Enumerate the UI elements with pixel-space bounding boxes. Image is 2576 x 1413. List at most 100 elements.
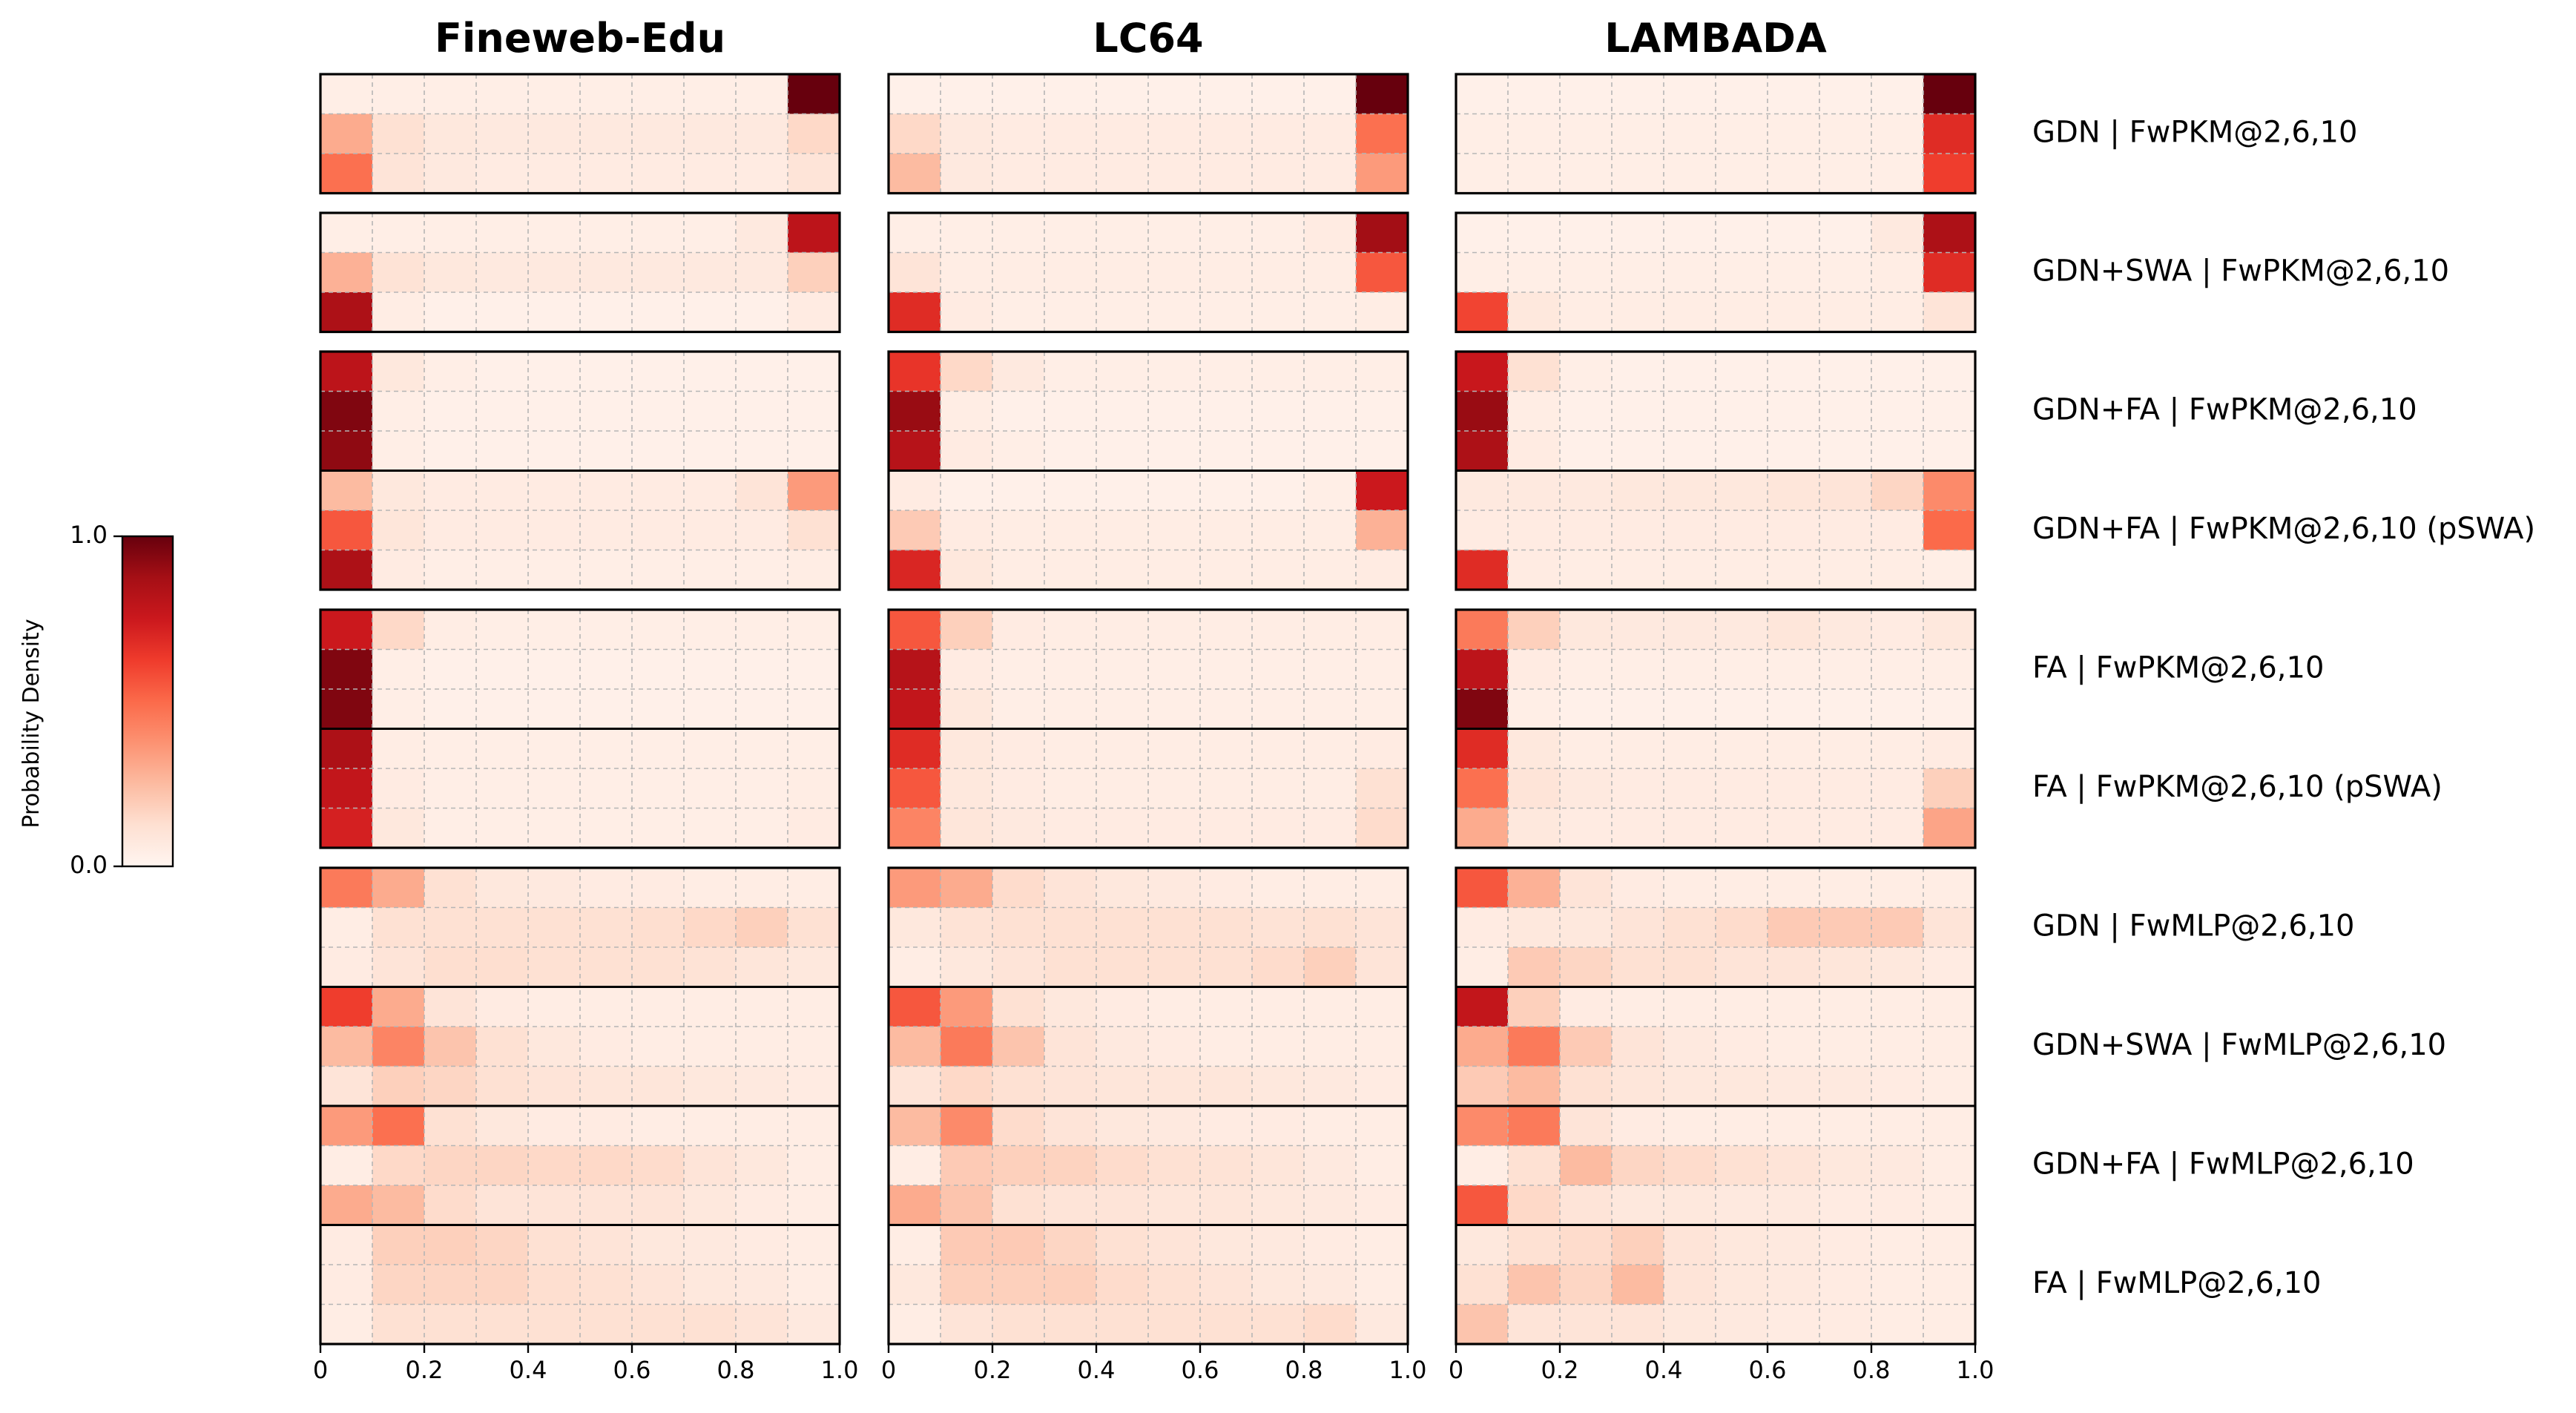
heatmap-cell [1304,868,1357,909]
heatmap-cell [372,987,425,1027]
heatmap-cell [320,808,373,849]
x-tick-label: 0 [881,1356,896,1384]
heatmap-cell [424,470,477,511]
heatmap-cell [580,808,633,849]
heatmap-cell [1096,213,1149,254]
heatmap-cell [736,550,788,590]
heatmap-cell [992,1185,1045,1226]
heatmap-cell [476,431,529,472]
block-frames [319,73,1977,1346]
heatmap-cell [1304,510,1357,551]
heatmap-cell [684,768,737,809]
heatmap-cell [1456,391,1509,432]
heatmap-cell [1923,728,1976,769]
heatmap-cell [889,1185,941,1226]
heatmap-cell [1508,1106,1561,1147]
heatmap-cell [372,1145,425,1186]
heatmap-cell [476,1145,529,1186]
heatmap-cell [1871,352,1924,392]
heatmap-cell [1456,550,1509,590]
heatmap-cell [1664,213,1716,254]
heatmap-cell [736,213,788,254]
heatmap-cell [1716,868,1768,909]
heatmap-cell [320,1185,373,1226]
heatmap-cell [1148,550,1201,590]
heatmap-cell [1508,987,1561,1027]
heatmap-cell [1716,649,1768,690]
heatmap-cell [320,252,373,293]
heatmap-cell [424,1106,477,1147]
heatmap-cell [1148,728,1201,769]
x-tick-label: 0.8 [1853,1356,1891,1384]
block-frame [1455,73,1977,195]
heatmap-cell [941,1106,993,1147]
heatmap-cell [580,510,633,551]
heatmap-cell [1148,252,1201,293]
heatmap-cell [1768,154,1820,194]
heatmap-cell [1096,728,1149,769]
heatmap-cell [528,113,581,154]
heatmap-cell [424,987,477,1027]
heatmap-cell [736,987,788,1027]
heatmap-cell [788,987,840,1027]
heatmap-cell [580,987,633,1027]
heatmap-cell [424,1145,477,1186]
heatmap-cell [1356,649,1409,690]
heatmap-cell [476,808,529,849]
heatmap-cell [1664,470,1716,511]
heatmap-cell [736,74,788,115]
heatmap-cell [476,689,529,730]
heatmap-cell [1456,470,1509,511]
heatmap-cell [992,610,1045,650]
colorbar-tick-label: 1.0 [70,521,108,549]
heatmap-cell [1252,154,1305,194]
heatmap-cell [1456,907,1509,948]
heatmap-cell [788,947,840,988]
heatmap-cell [889,550,941,590]
heatmap-cell [1096,610,1149,650]
heatmap-cell [1716,610,1768,650]
heatmap-cell [424,728,477,769]
heatmap-cell [1200,550,1253,590]
heatmap-cell [1768,1265,1820,1305]
heatmap-cell [476,649,529,690]
heatmap-cell [528,768,581,809]
heatmap-cell [889,352,941,392]
heatmap-cell [1923,1185,1976,1226]
heatmap-cell [320,470,373,511]
heatmap-cell [1612,768,1664,809]
heatmap-cell [1508,213,1561,254]
heatmap-cell [1356,292,1409,333]
heatmap-cell [736,1145,788,1186]
heatmap-cell [788,1145,840,1186]
colorbar-label: Probability Density [19,619,45,828]
heatmap-cell [1923,1027,1976,1067]
heatmap-cell [1923,1066,1976,1107]
heatmap-cell [788,510,840,551]
heatmap-cell [1148,868,1201,909]
heatmap-cell [1304,1145,1357,1186]
heatmap-cell [684,649,737,690]
heatmap-cell [684,1027,737,1067]
heatmap-cell [1304,391,1357,432]
heatmap-cell [424,292,477,333]
heatmap-cell [736,728,788,769]
heatmap-cell [424,1027,477,1067]
heatmap-cell [1508,1145,1561,1186]
heatmap-cell [1148,808,1201,849]
heatmap-cell [1612,987,1664,1027]
heatmap-cell [632,431,685,472]
heatmap-cell [1716,113,1768,154]
heatmap-cell [1871,987,1924,1027]
heatmap-cell [1871,550,1924,590]
heatmap-cell [1664,1027,1716,1067]
heatmap-cell [1304,1304,1357,1345]
x-tick-label: 1.0 [821,1356,859,1384]
heatmap-cell [684,728,737,769]
heatmap-cell [476,510,529,551]
heatmap-cell [992,252,1045,293]
heatmap-cell [1252,470,1305,511]
heatmap-cell [424,808,477,849]
heatmap-cell [1716,252,1768,293]
heatmap-cell [1612,292,1664,333]
